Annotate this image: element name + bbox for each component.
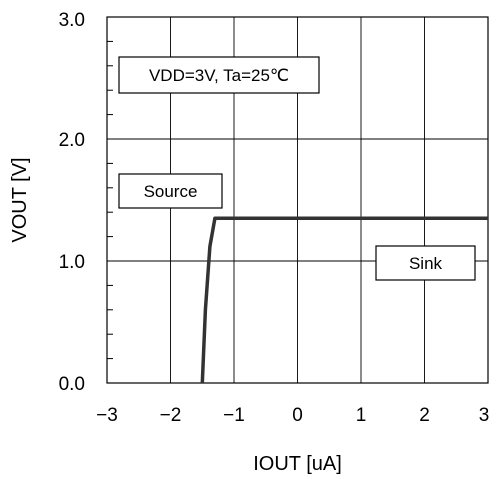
x-tick-label: −1: [223, 405, 245, 426]
sink-text: Sink: [409, 254, 443, 273]
source-annotation: Source: [118, 173, 223, 209]
conditions-text: VDD=3V, Ta=25℃: [149, 66, 289, 85]
y-tick-label: 3.0: [59, 10, 85, 31]
y-tick-label: 2.0: [59, 130, 85, 151]
x-tick-label: 2: [419, 405, 430, 426]
y-tick-label: 1.0: [59, 252, 85, 273]
x-axis-title: IOUT [uA]: [253, 453, 342, 475]
x-tick-label: 1: [356, 405, 367, 426]
x-tick-label: 3: [479, 405, 490, 426]
minor-ticks: [107, 40, 113, 360]
conditions-box: [118, 56, 320, 94]
plot-frame: [106, 16, 489, 384]
x-tick-label: −3: [96, 405, 118, 426]
sink-annotation: Sink: [375, 245, 476, 281]
sink-box: [375, 245, 476, 281]
y-axis-title: VOUT [V]: [9, 157, 31, 242]
series-line: [200, 216, 488, 384]
y-tick-labels: 0.0 1.0 2.0 3.0: [59, 10, 85, 395]
x-tick-label: −2: [160, 405, 182, 426]
conditions-annotation: VDD=3V, Ta=25℃: [118, 56, 320, 94]
x-tick-labels: −3 −2 −1 0 1 2 3: [96, 405, 489, 426]
y-tick-label: 0.0: [59, 374, 85, 395]
x-tick-label: 0: [292, 405, 303, 426]
source-text: Source: [144, 182, 198, 201]
series-layer: [200, 216, 488, 384]
source-box: [118, 173, 223, 209]
